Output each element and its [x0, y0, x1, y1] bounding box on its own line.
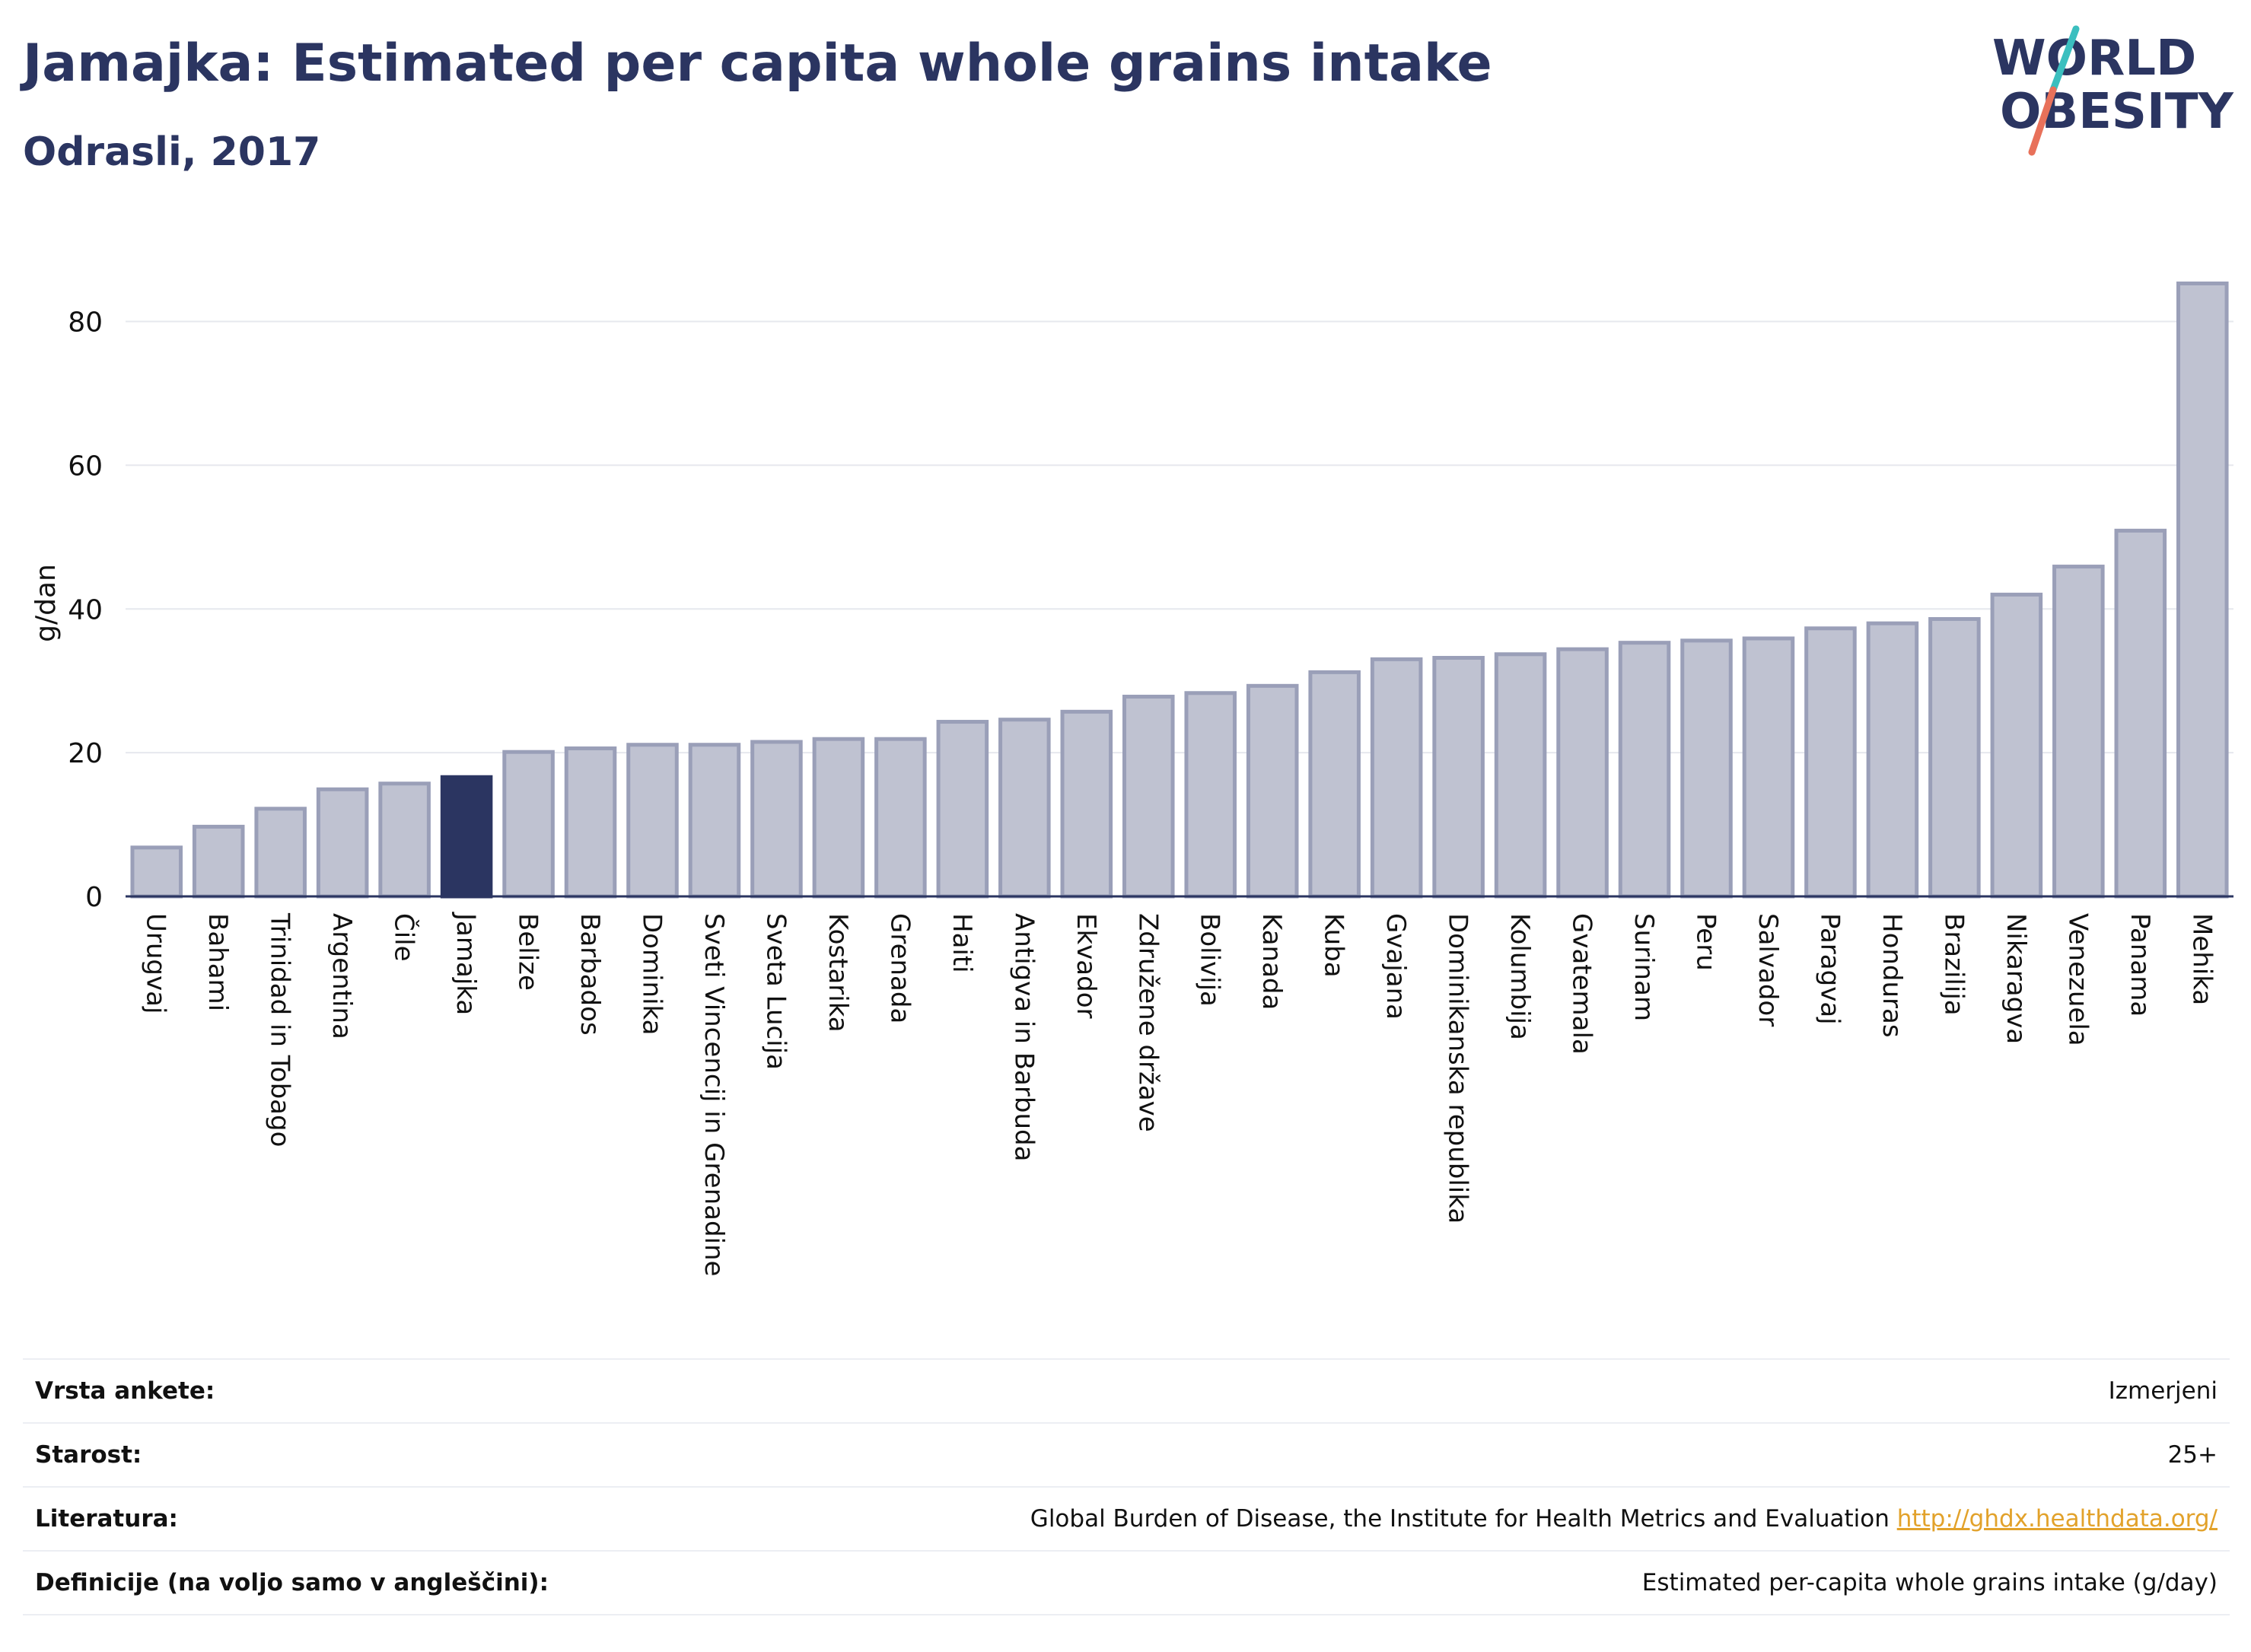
x-tick-label: Panama: [2125, 913, 2155, 1017]
bar: [564, 746, 617, 899]
reference-text: Global Burden of Disease, the Institute …: [1030, 1505, 1890, 1533]
bar-chart: 0 20 40 60 80 g/dan Urugvaj Bahami Trinidad in T…: [30, 281, 2233, 1276]
info-table: Vrsta ankete: Izmerjeni Starost: 25+ Lit…: [23, 1358, 2230, 1615]
x-tick-label: Sveta Lucija: [760, 913, 791, 1070]
bar: [254, 807, 307, 899]
bar: [812, 737, 865, 899]
bar: [936, 720, 989, 899]
bar: [1060, 709, 1113, 899]
bar: [1370, 657, 1423, 899]
x-tick-label: Dominika: [637, 913, 667, 1035]
logo-text-world: WORLD: [1992, 30, 2196, 87]
bar: [1618, 641, 1671, 899]
bar: [688, 743, 741, 899]
x-tick-label: Ekvador: [1071, 913, 1101, 1019]
chart-subtitle: Odrasli, 2017: [23, 129, 321, 175]
x-tick-label: Bolivija: [1195, 913, 1225, 1007]
x-tick-label: Surinam: [1629, 913, 1659, 1021]
bar: [378, 781, 431, 899]
info-value: Estimated per-capita whole grains intake…: [1641, 1569, 2218, 1596]
bar: [1928, 616, 1981, 899]
bar: [1556, 647, 1609, 899]
bar: [750, 740, 803, 899]
x-tick-label: Kuba: [1319, 913, 1349, 978]
x-tick-label: Barbados: [575, 913, 605, 1036]
x-tick-label: Trinidad in Tobago: [265, 912, 295, 1147]
chart-title: Jamajka: Estimated per capita whole grai…: [23, 33, 1492, 94]
bar: [2176, 281, 2229, 899]
info-label: Definicije (na voljo samo v angleščini):: [35, 1569, 549, 1596]
bar: [1494, 652, 1547, 899]
x-tick-label: Grenada: [884, 913, 915, 1023]
info-row-definitions: Definicije (na voljo samo v angleščini):…: [23, 1550, 2230, 1615]
x-tick-label: Gvajana: [1380, 913, 1411, 1020]
bar: [998, 718, 1051, 899]
y-tick-label: 0: [85, 882, 103, 913]
x-tick-label: Združene države: [1132, 913, 1163, 1132]
x-tick-label: Brazilija: [1938, 913, 1969, 1016]
x-tick-label: Venezuela: [2062, 913, 2093, 1046]
bar: [1990, 592, 2043, 899]
bar: [440, 775, 493, 899]
y-tick-label: 40: [68, 594, 103, 625]
x-tick-label: Urugvaj: [141, 913, 171, 1014]
x-tick-label: Kostarika: [823, 913, 853, 1033]
info-value: 25+: [2167, 1441, 2218, 1469]
y-tick-label: 80: [68, 307, 103, 339]
x-tick-label: Paragvaj: [1814, 913, 1845, 1025]
bar: [130, 845, 183, 899]
info-label: Vrsta ankete:: [35, 1377, 215, 1405]
x-tick-label: Antigva in Barbuda: [1008, 913, 1039, 1161]
x-tick-label: Kanada: [1256, 913, 1287, 1010]
bar: [1432, 655, 1485, 899]
y-axis-label: g/dan: [30, 564, 62, 642]
info-label: Starost:: [35, 1441, 142, 1469]
bar: [2052, 565, 2105, 899]
bar: [2114, 528, 2167, 899]
info-label: Literatura:: [35, 1505, 178, 1533]
world-obesity-logo[interactable]: WORLD OBESITY: [1979, 23, 2237, 160]
info-row-age: Starost: 25+: [23, 1422, 2230, 1486]
info-row-references: Literatura: Global Burden of Disease, th…: [23, 1486, 2230, 1550]
bar: [1184, 691, 1237, 899]
bar: [1122, 694, 1175, 899]
y-tick-label: 60: [68, 450, 103, 482]
info-row-survey-type: Vrsta ankete: Izmerjeni: [23, 1358, 2230, 1422]
bar: [1246, 683, 1299, 899]
logo-slash-top: [2049, 25, 2080, 94]
info-value-references: Global Burden of Disease, the Institute …: [1030, 1505, 2230, 1533]
x-tick-label: Haiti: [947, 913, 977, 973]
x-tick-label: Nikaragva: [2001, 913, 2031, 1044]
logo-text-obesity: OBESITY: [2000, 84, 2233, 140]
x-tick-label: Honduras: [1877, 913, 1907, 1038]
x-tick-label: Dominikanska republika: [1443, 913, 1473, 1224]
reference-link[interactable]: http://ghdx.healthdata.org/: [1896, 1505, 2218, 1533]
x-tick-label: Peru: [1691, 913, 1721, 971]
x-tick-label: Argentina: [326, 913, 357, 1039]
x-tick-label: Mehika: [2186, 913, 2217, 1005]
bar: [626, 743, 679, 899]
logo-slash-bottom: [2028, 86, 2057, 156]
bar: [1804, 626, 1857, 899]
x-tick-label: Kolumbija: [1504, 913, 1535, 1040]
y-tick-label: 20: [68, 738, 103, 769]
bar: [1308, 670, 1361, 899]
bar: [1680, 638, 1733, 899]
x-tick-label: Salvador: [1753, 913, 1783, 1027]
x-tick-label: Belize: [513, 913, 543, 991]
bar: [192, 824, 245, 899]
info-value: Izmerjeni: [2108, 1377, 2218, 1405]
bar: [502, 750, 555, 899]
bar: [874, 737, 927, 899]
bar: [316, 787, 369, 899]
x-tick-label: Čile: [389, 913, 420, 962]
x-tick-label: Sveti Vincencij in Grenadine: [699, 913, 729, 1276]
x-tick-label: Jamajka: [451, 912, 481, 1015]
x-tick-label: Bahami: [202, 913, 233, 1011]
x-tick-label: Gvatemala: [1567, 913, 1597, 1055]
bar: [1866, 621, 1919, 899]
bar: [1742, 636, 1795, 899]
